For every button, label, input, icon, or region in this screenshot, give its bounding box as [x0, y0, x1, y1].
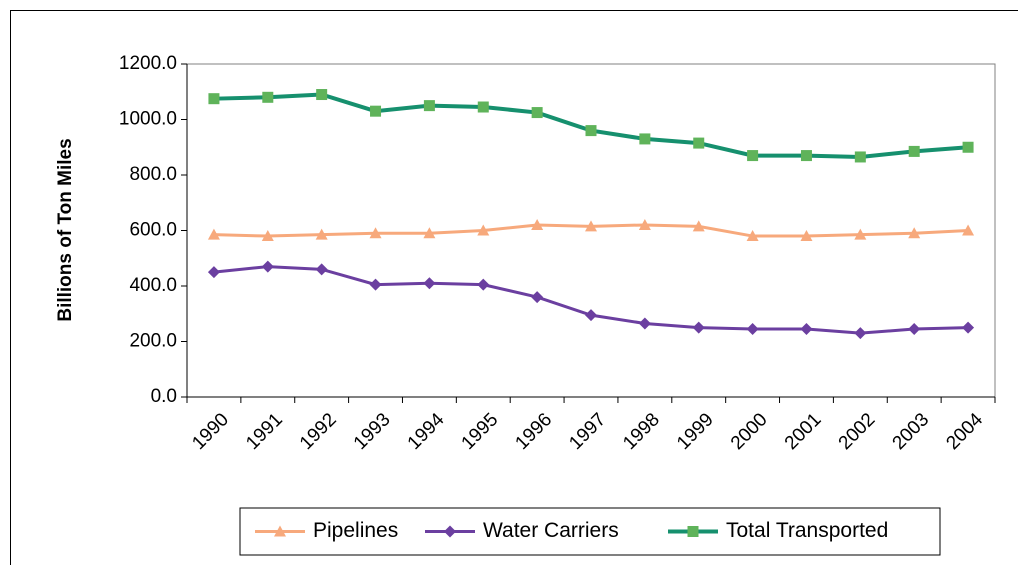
y-tick-label: 1200.0 [119, 53, 177, 74]
marker [531, 218, 544, 230]
marker [423, 100, 435, 112]
marker [423, 227, 436, 239]
marker [531, 107, 543, 119]
marker [908, 227, 921, 239]
y-tick-label: 200.0 [129, 331, 177, 352]
x-tick-label: 1996 [511, 409, 556, 454]
marker [370, 105, 382, 117]
marker [854, 327, 867, 340]
marker [207, 266, 220, 279]
marker [693, 137, 705, 149]
marker [369, 227, 382, 239]
x-tick-label: 2000 [727, 409, 772, 454]
x-tick-label: 1994 [404, 409, 449, 454]
y-tick-label: 800.0 [129, 164, 177, 185]
legend-label: Pipelines [313, 519, 398, 542]
legend-label: Water Carriers [483, 519, 619, 542]
y-axis-label: Billions of Ton Miles [55, 138, 76, 321]
marker [585, 309, 597, 322]
marker [692, 220, 705, 232]
marker [423, 277, 436, 290]
x-tick-label: 1991 [242, 409, 287, 454]
x-tick-label: 1995 [458, 409, 503, 454]
y-tick-label: 1000.0 [119, 109, 177, 130]
x-tick-label: 1993 [350, 409, 395, 454]
x-tick-label: 2002 [835, 409, 880, 454]
marker [315, 263, 328, 276]
legend-box [239, 507, 941, 556]
marker [962, 224, 975, 236]
marker [854, 151, 866, 163]
marker [639, 133, 651, 145]
x-tick-label: 1990 [188, 409, 233, 454]
marker [800, 230, 813, 242]
marker [746, 323, 759, 336]
x-tick-label: 2004 [942, 409, 987, 454]
marker [800, 150, 812, 162]
marker [262, 91, 274, 103]
marker [908, 145, 920, 157]
marker [747, 150, 759, 162]
x-tick-label: 2003 [889, 409, 934, 454]
marker [962, 141, 974, 153]
marker [638, 218, 651, 230]
marker [369, 278, 382, 291]
marker [585, 220, 597, 232]
y-tick-label: 400.0 [129, 275, 177, 296]
marker [261, 230, 274, 242]
marker [638, 317, 651, 330]
chart-frame [10, 10, 1018, 565]
marker [531, 291, 544, 304]
legend-marker [687, 526, 699, 537]
marker [746, 230, 759, 242]
marker [692, 321, 705, 334]
marker [477, 101, 489, 113]
marker [316, 89, 328, 101]
marker [207, 228, 220, 240]
marker [477, 224, 490, 236]
y-tick-label: 600.0 [129, 220, 177, 241]
marker [854, 228, 867, 240]
legend-marker [444, 525, 456, 538]
y-tick-label: 0.0 [151, 386, 177, 407]
marker [261, 260, 274, 273]
x-tick-label: 1997 [565, 409, 610, 454]
marker [800, 323, 813, 336]
marker [315, 228, 328, 240]
x-tick-label: 1998 [619, 409, 664, 454]
marker [962, 321, 975, 334]
marker [208, 93, 220, 105]
marker [585, 125, 597, 137]
marker [908, 323, 921, 336]
x-tick-label: 1992 [296, 409, 341, 454]
marker [477, 278, 490, 291]
legend-label: Total Transported [726, 519, 888, 542]
x-tick-label: 1999 [673, 409, 718, 454]
legend-marker [274, 525, 286, 537]
x-tick-label: 2001 [781, 409, 826, 454]
